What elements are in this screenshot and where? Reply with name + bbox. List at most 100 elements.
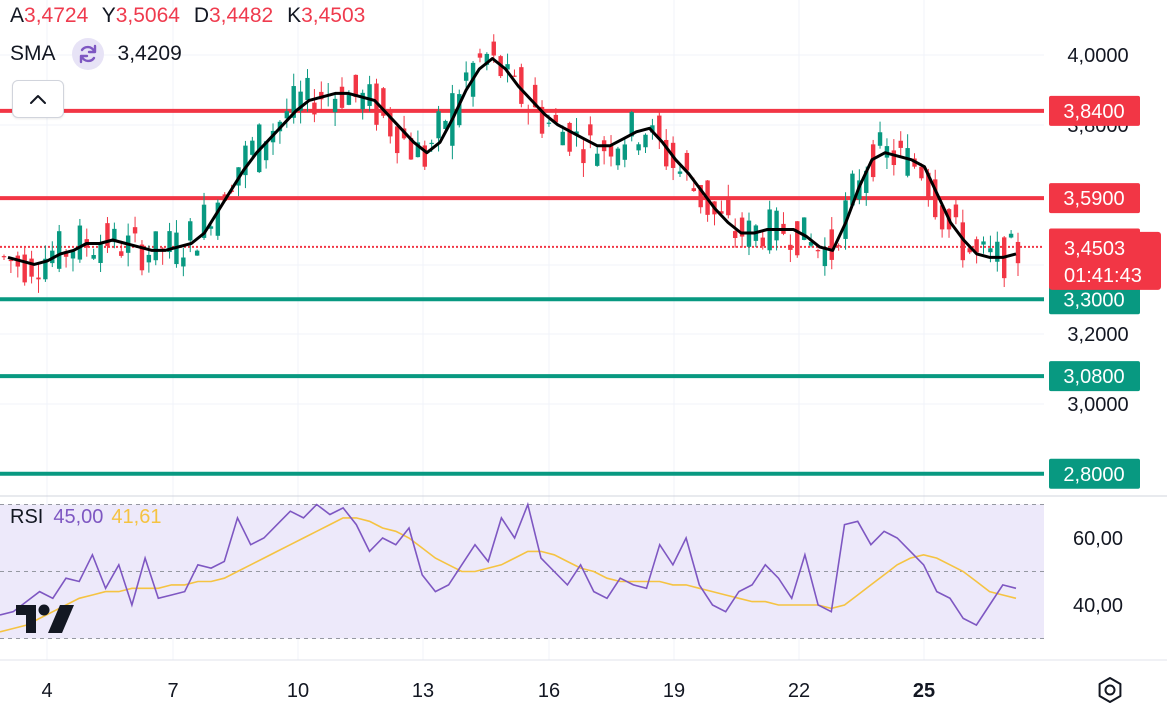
level-tag [1049,284,1140,315]
candle-body [194,250,200,256]
candle-body [291,86,296,118]
candle-body [574,131,579,135]
candle-body [443,120,448,129]
candle-body [657,115,662,139]
candle-body [457,94,462,126]
level-tag-label: 2,8000 [1063,464,1124,486]
candle-body [112,228,117,243]
candle-body [463,72,469,81]
candle-body [532,84,538,108]
candle-body [939,205,945,230]
candle-body [588,124,593,136]
candle-body [553,114,559,123]
level-tag [1049,361,1140,392]
candle-body [788,244,793,250]
candle-body [622,144,628,160]
rsi-line [0,501,1017,627]
candle-body [664,139,669,167]
refresh-icon[interactable] [71,38,104,70]
time-tick-label: 19 [663,680,685,702]
candle-body [119,251,124,256]
candle-body [167,231,172,253]
candle-body [105,223,110,247]
candle-body [636,144,641,151]
candle-body [926,172,931,200]
candle-body [539,106,545,134]
rsi-tick-label: 60,00 [1073,528,1123,550]
candle-body [850,173,855,206]
time-tick-label: 7 [167,680,178,702]
candle-body [981,241,986,245]
time-tick-label: 16 [538,680,560,702]
candle-body [933,179,938,218]
candle-body [215,202,221,236]
candle-body [760,237,765,247]
rsi-label: RSI [10,506,44,528]
candle-body [312,102,317,115]
candle-body [905,148,910,176]
candle-body [250,140,255,155]
candle-body [77,225,83,260]
collapse-legend-button[interactable] [12,80,64,118]
candle-body [22,254,27,283]
candle-body [1008,233,1014,238]
open-value: 3,4724 [24,4,89,27]
candle-body [1,256,7,258]
price-tick-label: 4,0000 [1067,45,1128,67]
candle-body [132,227,138,234]
level-tag-label: 3,5900 [1063,188,1124,210]
time-tick-label: 22 [788,680,810,702]
candle-body [408,137,414,160]
sma-line [7,57,1017,266]
candle-body [891,150,897,166]
candle-body [919,166,924,179]
candle-body [808,241,814,246]
candle-body [643,134,648,148]
time-tick-label: 25 [913,680,935,702]
candle-body [98,244,103,263]
candle-body [836,245,841,247]
candle-body [967,248,972,253]
candle-body [629,112,634,137]
candle-body [491,41,496,56]
candle-body [684,152,690,171]
candle-body [208,226,214,229]
candle-body [360,92,365,110]
candle-body [650,125,655,133]
candle-body [477,53,483,58]
candle-body [201,204,207,238]
time-axis: 4 7 10 13 16 19 22 25 [41,680,935,702]
tradingview-logo[interactable] [16,603,74,640]
candle-body [739,217,745,237]
candle-body [8,259,14,262]
level-tag [1049,458,1140,489]
candle-body [346,94,352,105]
candle-body [877,132,883,146]
candle-body [146,254,152,263]
countdown-label: 01:41:43 [1064,265,1142,287]
candle-body [305,77,310,101]
rsi-legend[interactable]: RSI 45,00 41,61 [10,506,161,529]
settings-button[interactable] [1095,675,1125,705]
candle-body [719,211,724,214]
candle-body [974,239,979,253]
candle-body [995,241,1000,262]
candle-body [567,122,572,152]
candle-body [91,255,96,259]
current-price-label: 3,4503 [1064,238,1125,260]
rsi-guides [0,504,1044,639]
candle-body [422,145,427,167]
candle-body [988,248,993,253]
price-tick-label: 3,2000 [1067,324,1128,346]
current-price-tag: 3,4503 01:41:43 [1049,231,1161,290]
level-tag-label: 3,0800 [1063,366,1124,388]
candle-body [595,153,600,166]
level-tag-label: 3,8400 [1063,101,1124,123]
candle-body [726,197,731,216]
sma-legend[interactable]: SMA 3,4209 [10,38,182,70]
low-label: D [193,4,209,27]
candle-body [56,231,62,269]
rsi-tick-label: 40,00 [1073,595,1123,617]
open-label: A [10,4,25,27]
